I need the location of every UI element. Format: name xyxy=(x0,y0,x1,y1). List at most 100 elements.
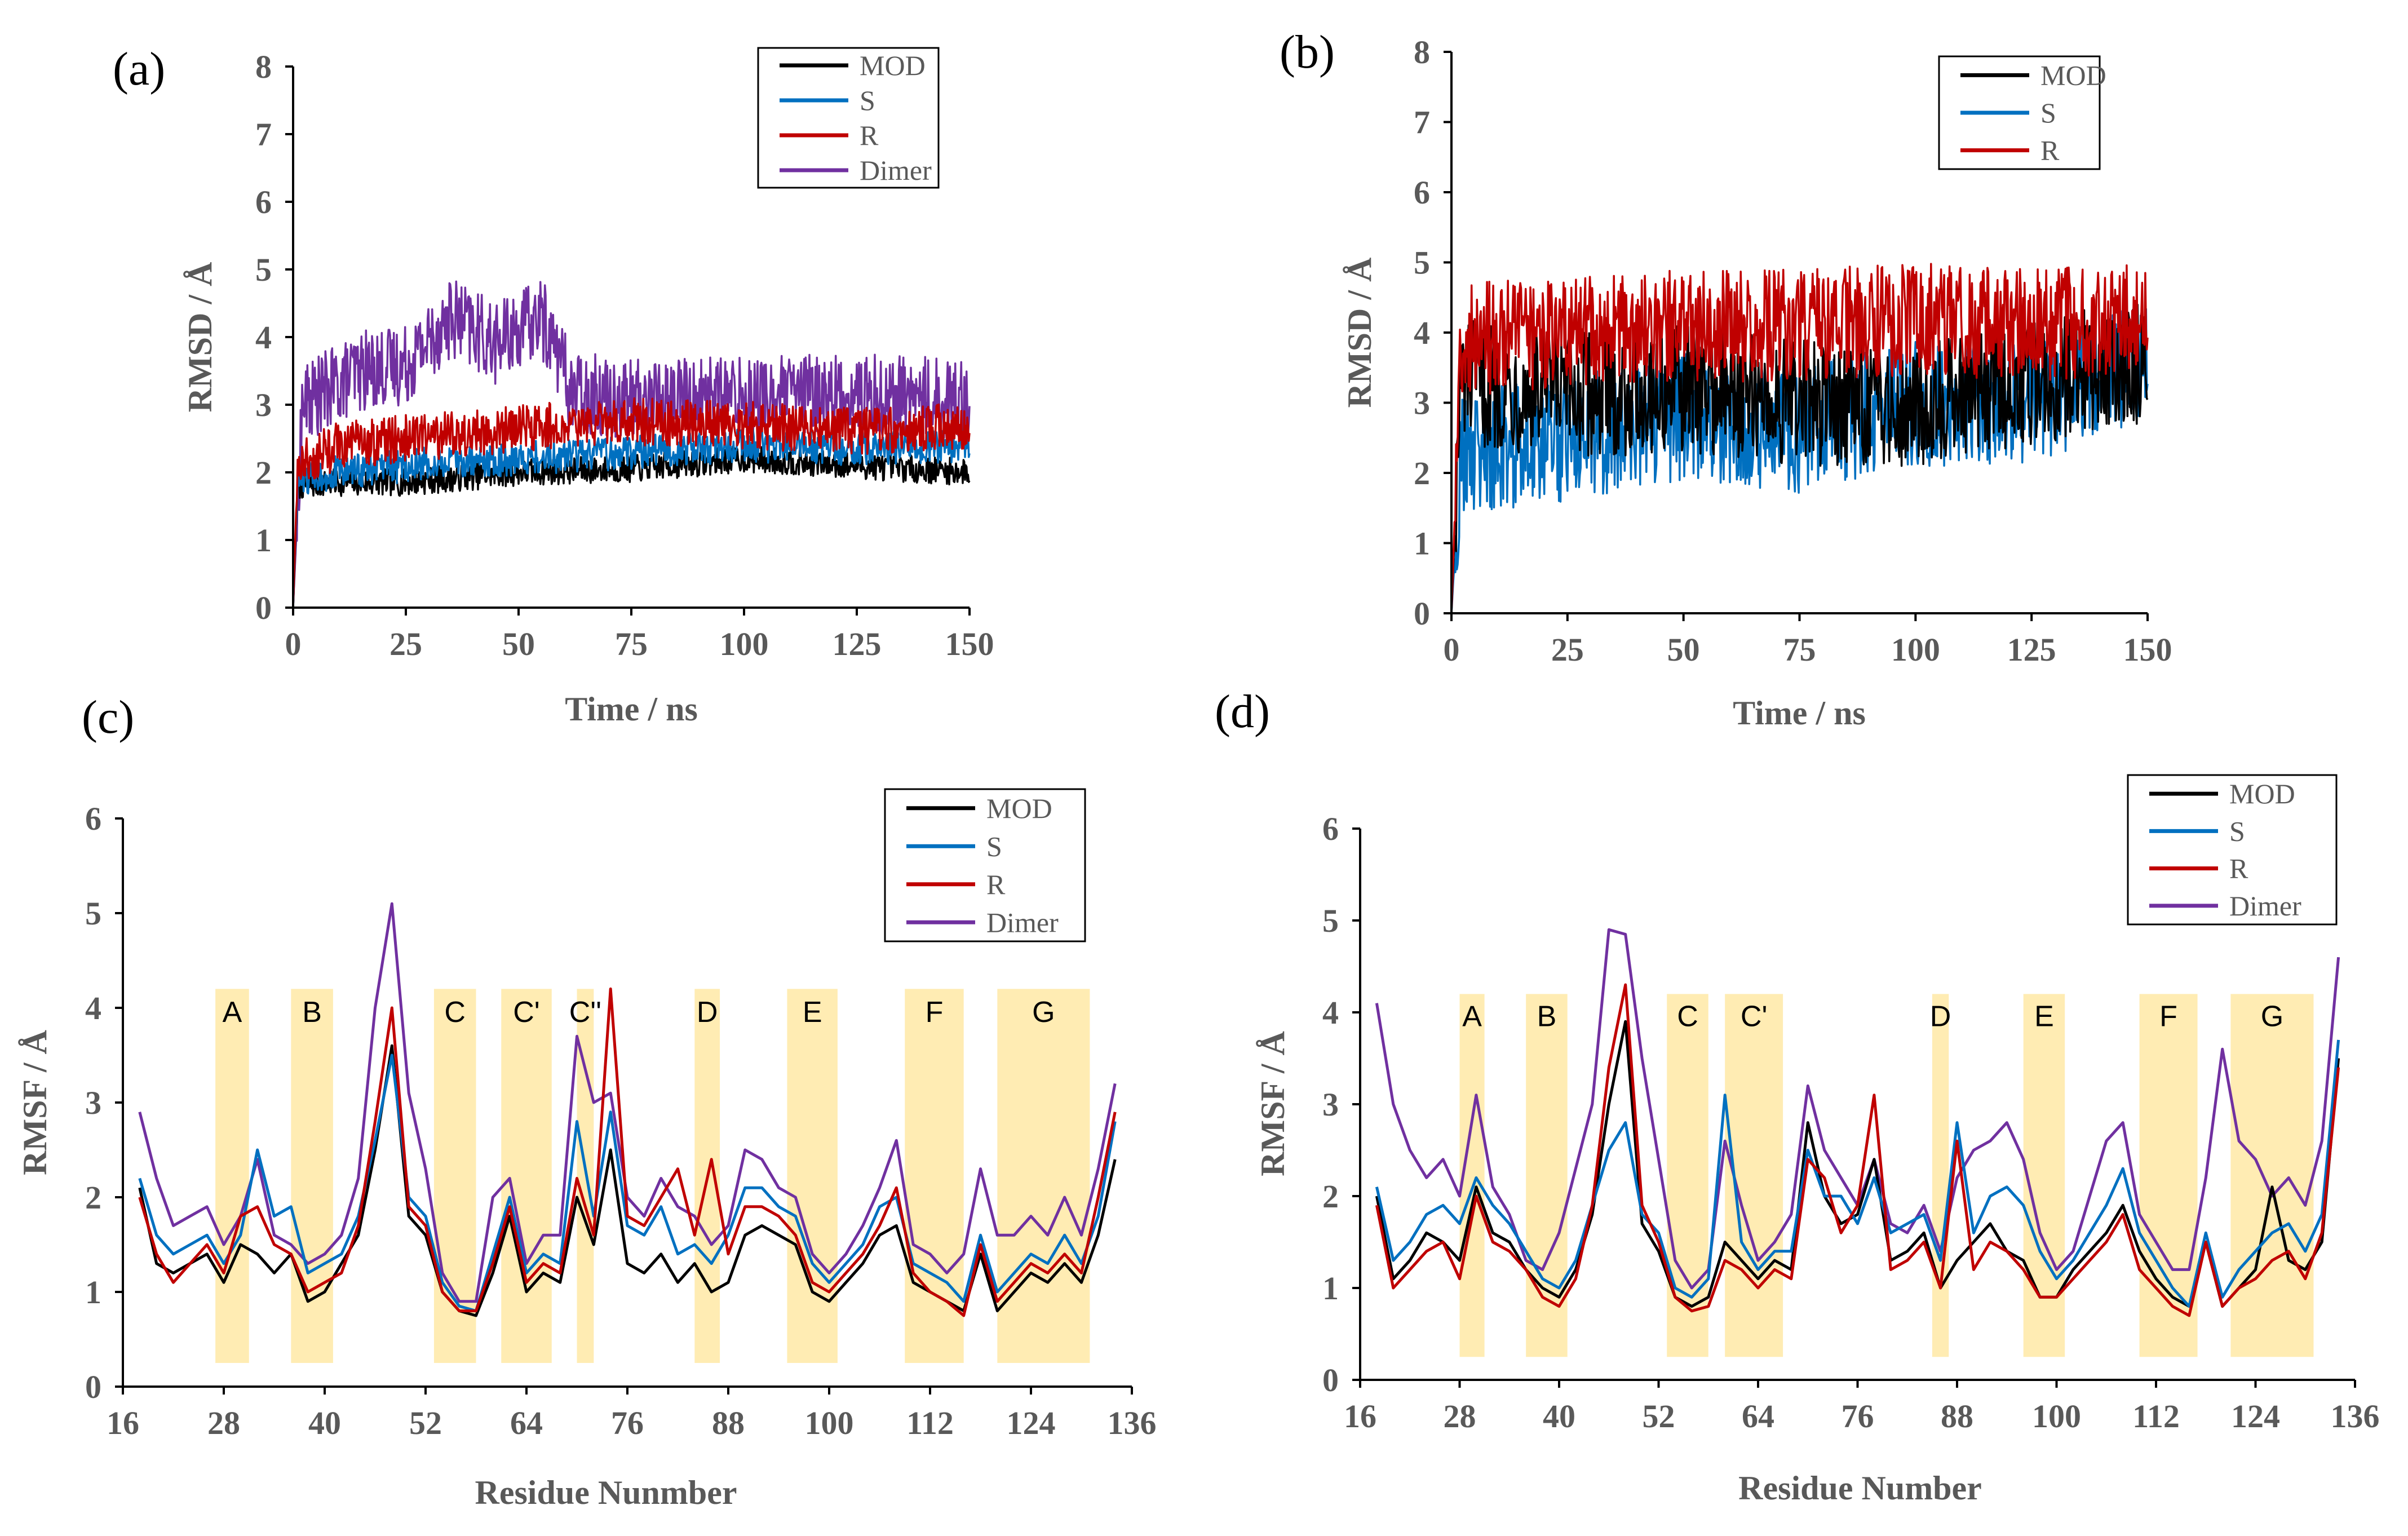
x-tick-label: 25 xyxy=(1551,631,1584,668)
x-tick-label: 75 xyxy=(1783,631,1816,668)
region-label-a: A xyxy=(1462,1000,1482,1033)
x-tick-label: 76 xyxy=(1842,1398,1874,1435)
legend-label-s: S xyxy=(860,85,875,116)
region-c-band xyxy=(1667,994,1708,1357)
series-line-r xyxy=(1375,983,2340,1317)
x-tick-label: 64 xyxy=(1742,1398,1774,1435)
legend-label-mod: MOD xyxy=(2040,59,2106,91)
y-tick-label: 5 xyxy=(1414,245,1430,281)
x-tick-label: 0 xyxy=(1444,631,1460,668)
region-c-band xyxy=(501,989,552,1363)
y-tick-label: 4 xyxy=(255,319,272,356)
legend-label-r: R xyxy=(860,119,879,151)
y-tick-label: 6 xyxy=(255,184,272,220)
x-tick-label: 150 xyxy=(2123,631,2172,668)
x-tick-label: 50 xyxy=(1667,631,1700,668)
panel-label-a: (a) xyxy=(113,43,165,95)
legend-label-r: R xyxy=(986,869,1006,900)
panel-label-d: (d) xyxy=(1215,685,1270,738)
x-axis-title: Time / ns xyxy=(1733,694,1866,732)
y-tick-label: 5 xyxy=(1322,902,1339,939)
region-label-e: E xyxy=(2034,1000,2054,1033)
x-tick-label: 88 xyxy=(712,1405,745,1441)
legend-label-dimer: Dimer xyxy=(860,154,932,186)
legend-label-r: R xyxy=(2229,853,2248,884)
x-axis-title: Time / ns xyxy=(565,690,698,728)
x-tick-label: 50 xyxy=(502,626,535,662)
y-tick-label: 0 xyxy=(1414,595,1430,632)
y-tick-label: 8 xyxy=(1414,34,1430,70)
y-tick-label: 2 xyxy=(255,454,272,491)
region-label-c: C xyxy=(1677,1000,1698,1033)
legend-label-r: R xyxy=(2040,135,2060,166)
y-tick-label: 6 xyxy=(1414,174,1430,211)
x-tick-label: 16 xyxy=(1344,1398,1376,1435)
x-tick-label: 125 xyxy=(2007,631,2056,668)
region-g-band xyxy=(2230,994,2314,1357)
chart-panel-b: 0 1 2 3 4 5 6 7 8 0 25 50 75 100 125 150 Time / ns RMSD /… xyxy=(1280,26,2172,732)
x-tick-label: 76 xyxy=(611,1405,644,1441)
region-label-c: C xyxy=(444,996,466,1029)
x-tick-label: 25 xyxy=(389,626,422,662)
region-d-band xyxy=(1932,994,1949,1357)
y-tick-label: 3 xyxy=(1322,1086,1339,1123)
y-tick-label: 3 xyxy=(85,1085,101,1121)
y-tick-label: 2 xyxy=(85,1179,101,1216)
y-tick-label: 4 xyxy=(1322,994,1339,1031)
region-label-b: B xyxy=(302,996,322,1029)
series-line-dimer xyxy=(138,902,1117,1303)
region-g-band xyxy=(997,989,1090,1363)
legend-label-mod: MOD xyxy=(2229,778,2295,809)
x-tick-label: 0 xyxy=(285,626,302,662)
y-tick-label: 2 xyxy=(1414,455,1430,492)
x-tick-label: 124 xyxy=(1007,1405,1056,1441)
y-tick-label: 1 xyxy=(1322,1270,1339,1307)
x-tick-label: 16 xyxy=(107,1405,139,1441)
x-tick-label: 136 xyxy=(2331,1398,2380,1435)
series-line-r xyxy=(292,397,971,608)
series-line-s xyxy=(1375,1039,2340,1308)
y-axis-title: RMSD / Å xyxy=(1341,258,1378,408)
x-tick-label: 40 xyxy=(308,1405,341,1441)
series-line-mod xyxy=(1375,1020,2340,1308)
y-tick-label: 3 xyxy=(1414,385,1430,422)
series-line-r xyxy=(1450,263,2149,614)
series-line-mod xyxy=(292,445,971,608)
legend-label-dimer: Dimer xyxy=(986,906,1059,938)
region-label-d: D xyxy=(1930,1000,1951,1033)
legend-label-dimer: Dimer xyxy=(2229,890,2301,922)
y-tick-label: 5 xyxy=(255,251,272,288)
y-axis-title: RMSF / Å xyxy=(16,1030,54,1175)
legend-label-mod: MOD xyxy=(986,793,1052,824)
y-tick-label: 0 xyxy=(85,1369,101,1405)
y-tick-label: 3 xyxy=(255,387,272,423)
x-tick-label: 136 xyxy=(1108,1405,1157,1441)
legend-box xyxy=(757,47,940,189)
legend-box xyxy=(2127,774,2338,926)
x-tick-label: 52 xyxy=(409,1405,442,1441)
y-tick-label: 0 xyxy=(1322,1362,1339,1398)
region-f-band xyxy=(2139,994,2198,1357)
y-tick-label: 0 xyxy=(255,590,272,626)
legend-label-s: S xyxy=(986,830,1002,862)
region-label-f: F xyxy=(926,996,944,1029)
legend-box xyxy=(884,788,1086,942)
y-tick-label: 2 xyxy=(1322,1178,1339,1215)
y-tick-label: 5 xyxy=(85,895,101,932)
x-tick-label: 112 xyxy=(906,1405,954,1441)
region-label-e: E xyxy=(803,996,822,1029)
x-axis-title: Residue Nunmber xyxy=(475,1474,737,1511)
chart-panel-a: 0 1 2 3 4 5 6 7 8 0 25 50 75 100 125 150 Time / ns RMSD /… xyxy=(113,43,994,728)
x-tick-label: 88 xyxy=(1941,1398,1973,1435)
x-tick-label: 52 xyxy=(1643,1398,1675,1435)
y-tick-label: 1 xyxy=(1414,525,1430,562)
x-tick-label: 112 xyxy=(2132,1398,2180,1435)
region-f-band xyxy=(905,989,964,1363)
region-label-g: G xyxy=(2261,1000,2283,1033)
x-tick-label: 124 xyxy=(2231,1398,2280,1435)
region-label-d: D xyxy=(697,996,718,1029)
series-line-dimer xyxy=(292,280,971,608)
region-b-band xyxy=(291,989,333,1363)
y-tick-label: 1 xyxy=(85,1274,101,1311)
y-tick-label: 4 xyxy=(1414,315,1430,351)
